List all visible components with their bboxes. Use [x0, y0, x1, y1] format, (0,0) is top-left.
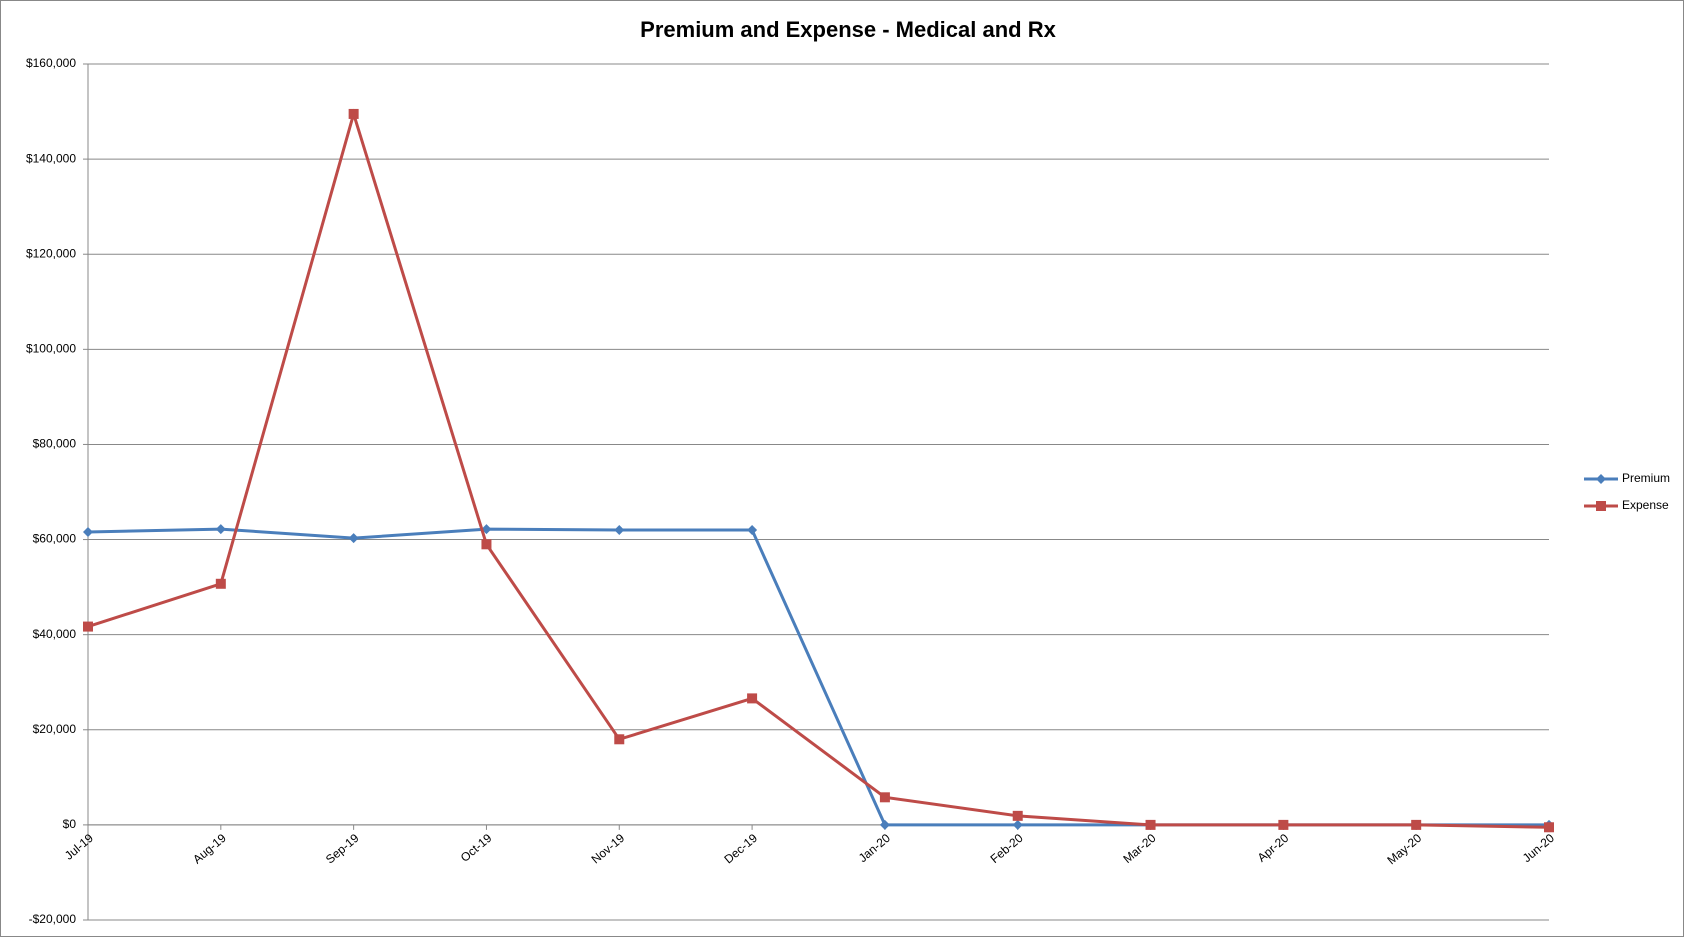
y-tick-label: -$20,000: [29, 912, 77, 926]
marker: [879, 792, 890, 803]
series-line: [87, 108, 1550, 829]
marker: [83, 526, 93, 537]
y-tick-label: $40,000: [33, 627, 77, 641]
marker: [1012, 810, 1023, 821]
marker: [747, 525, 758, 536]
y-tick-label: $100,000: [26, 342, 76, 356]
marker: [1411, 819, 1422, 830]
marker: [83, 621, 93, 632]
marker: [215, 524, 226, 535]
marker: [879, 819, 890, 830]
y-tick-label: $0: [63, 817, 77, 831]
legend-marker: [1596, 474, 1606, 484]
marker: [614, 734, 625, 745]
marker: [348, 533, 359, 544]
marker: [348, 108, 359, 119]
chart-title: Premium and Expense - Medical and Rx: [640, 17, 1056, 42]
marker: [215, 578, 226, 589]
y-tick-label: $20,000: [33, 722, 77, 736]
marker: [1012, 819, 1023, 830]
y-tick-label: $160,000: [26, 56, 76, 70]
marker: [1145, 819, 1156, 830]
marker: [747, 693, 758, 704]
marker: [1278, 819, 1289, 830]
legend-marker: [1596, 501, 1606, 511]
y-tick-label: $120,000: [26, 246, 76, 260]
legend-label: Premium: [1622, 471, 1670, 485]
marker: [614, 525, 625, 536]
y-tick-label: $140,000: [26, 151, 76, 165]
y-tick-label: $80,000: [33, 437, 77, 451]
y-tick-label: $60,000: [33, 532, 77, 546]
marker: [1544, 822, 1554, 833]
marker: [481, 539, 492, 550]
legend-label: Expense: [1622, 498, 1669, 512]
